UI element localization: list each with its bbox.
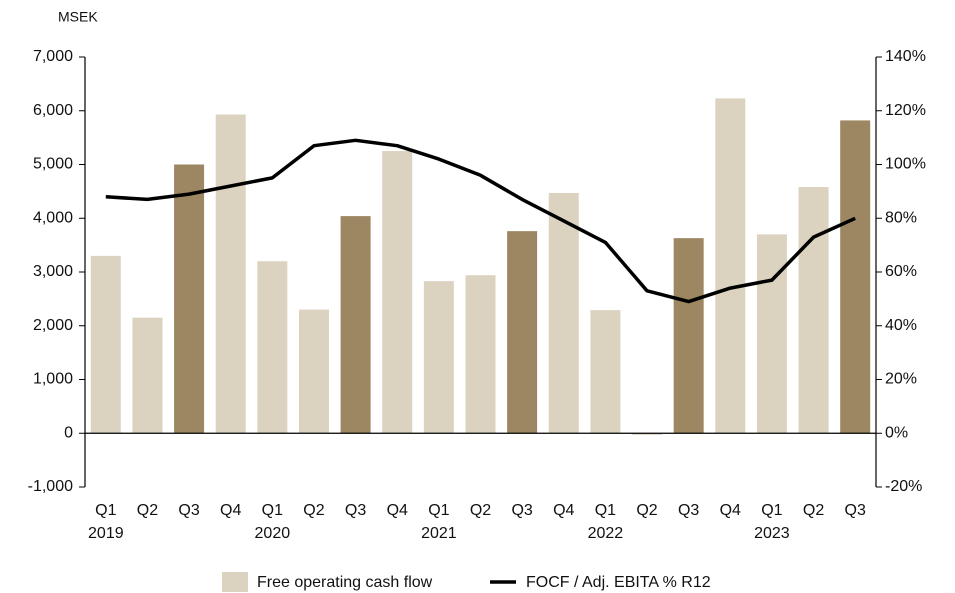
y2-tick-label: -20% <box>885 478 922 495</box>
legend-label: FOCF / Adj. EBITA % R12 <box>526 574 711 591</box>
y-unit: MSEK <box>58 9 98 25</box>
y2-tick-label: 40% <box>885 317 917 334</box>
y-tick-label: 5,000 <box>33 156 73 173</box>
x-year-label: 2019 <box>88 525 124 542</box>
x-tick-label: Q1 <box>761 502 782 519</box>
x-year-label: 2023 <box>754 525 790 542</box>
y-tick-label: 1,000 <box>33 371 73 388</box>
y-tick-label: 7,000 <box>33 48 73 65</box>
bar <box>340 216 371 434</box>
y-tick-label: 2,000 <box>33 317 73 334</box>
bar <box>673 238 704 434</box>
bar <box>215 114 246 434</box>
y2-tick-label: 0% <box>885 424 908 441</box>
x-tick-label: Q1 <box>428 502 449 519</box>
x-year-label: 2022 <box>588 525 624 542</box>
x-tick-label: Q3 <box>345 502 366 519</box>
line <box>105 138 856 304</box>
bar <box>548 192 579 434</box>
bar <box>756 234 787 434</box>
y2-tick-label: 140% <box>885 48 926 65</box>
y-tick-label: 3,000 <box>33 263 73 280</box>
x-tick-label: Q2 <box>636 502 657 519</box>
bar <box>590 310 621 434</box>
x-tick-label: Q4 <box>720 502 741 519</box>
x-tick-label: Q2 <box>303 502 324 519</box>
x-tick-label: Q3 <box>845 502 866 519</box>
bar <box>132 317 163 434</box>
x-tick-label: Q4 <box>387 502 408 519</box>
x-year-label: 2020 <box>255 525 291 542</box>
y2-tick-label: 60% <box>885 263 917 280</box>
x-year-label: 2021 <box>421 525 457 542</box>
x-tick-label: Q3 <box>178 502 199 519</box>
x-tick-label: Q3 <box>678 502 699 519</box>
y-tick-label: -1,000 <box>28 478 73 495</box>
bar <box>174 164 205 434</box>
x-tick-label: Q1 <box>595 502 616 519</box>
y-tick-label: 4,000 <box>33 209 73 226</box>
y2-tick-label: 120% <box>885 102 926 119</box>
legend-swatch <box>222 572 248 592</box>
x-tick-label: Q4 <box>220 502 241 519</box>
y-tick-label: 0 <box>64 424 73 441</box>
bar <box>298 309 329 434</box>
bar <box>632 433 663 435</box>
bar <box>715 98 746 434</box>
bar <box>382 151 413 434</box>
y2-tick-label: 80% <box>885 209 917 226</box>
x-tick-label: Q1 <box>262 502 283 519</box>
bar <box>465 275 496 434</box>
bar <box>798 187 829 434</box>
x-tick-label: Q2 <box>137 502 158 519</box>
bar <box>90 255 121 434</box>
legend-label: Free operating cash flow <box>257 574 433 591</box>
x-tick-label: Q2 <box>803 502 824 519</box>
bar <box>840 120 871 434</box>
x-tick-label: Q3 <box>511 502 532 519</box>
y2-tick-label: 100% <box>885 156 926 173</box>
x-tick-label: Q1 <box>95 502 116 519</box>
bar <box>507 231 538 434</box>
x-tick-label: Q4 <box>553 502 574 519</box>
bar <box>257 261 288 434</box>
y-tick-label: 6,000 <box>33 102 73 119</box>
y2-tick-label: 20% <box>885 371 917 388</box>
bar <box>423 281 454 434</box>
x-tick-label: Q2 <box>470 502 491 519</box>
